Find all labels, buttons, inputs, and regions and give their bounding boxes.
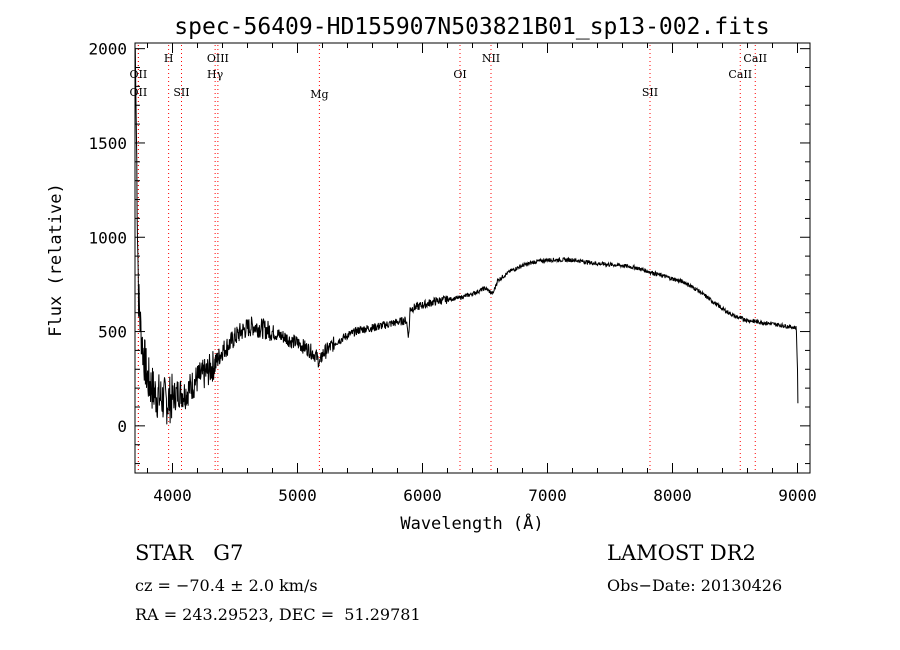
x-tick-label: 9000 — [778, 486, 817, 505]
spectrum-series-line — [134, 48, 799, 425]
y-tick-labels: 0 500 1000 1500 2000 — [88, 40, 127, 436]
x-tick-label: 7000 — [528, 486, 567, 505]
line-label: OI — [453, 68, 466, 81]
x-tick-label: 8000 — [653, 486, 692, 505]
line-label: SII — [173, 86, 189, 99]
object-type: STAR G7 — [135, 541, 244, 565]
line-label: Hγ — [207, 68, 224, 81]
y-tick-label: 2000 — [88, 40, 127, 59]
line-label: NII — [482, 52, 500, 65]
coordinates: RA = 243.29523, DEC = 51.29781 — [135, 605, 421, 624]
y-tick-label: 500 — [98, 323, 127, 342]
y-tick-label: 1000 — [88, 228, 127, 247]
x-tick-label: 5000 — [278, 486, 317, 505]
x-tick-label: 6000 — [403, 486, 442, 505]
observation-date: Obs−Date: 20130426 — [607, 576, 783, 595]
x-tick-labels: 4000 5000 6000 7000 8000 9000 — [153, 486, 817, 505]
line-markers — [137, 45, 756, 472]
y-tick-label: 1500 — [88, 134, 127, 153]
x-tick-label: 4000 — [153, 486, 192, 505]
line-label: Mg — [310, 88, 328, 101]
line-label: CaII — [728, 68, 752, 81]
plot-frame — [134, 42, 811, 474]
y-tick-label: 0 — [117, 417, 127, 436]
axes — [134, 42, 811, 474]
line-label: H — [164, 52, 174, 65]
line-label: OII — [130, 86, 148, 99]
x-axis-label: Wavelength (Å) — [400, 512, 543, 534]
line-label: OIII — [207, 52, 229, 65]
redshift-velocity: cz = −70.4 ± 2.0 km/s — [135, 576, 318, 595]
line-label: CaII — [743, 52, 767, 65]
line-label: OII — [130, 68, 148, 81]
survey-name: LAMOST DR2 — [607, 541, 756, 565]
y-axis-label: Flux (relative) — [46, 183, 66, 337]
line-label: SII — [642, 86, 658, 99]
line-labels: OII OII H SII OIII Hγ Mg OI NII SII CaII CaII — [130, 52, 768, 101]
chart-title: spec-56409-HD155907N503821B01_sp13-002.f… — [174, 14, 769, 40]
